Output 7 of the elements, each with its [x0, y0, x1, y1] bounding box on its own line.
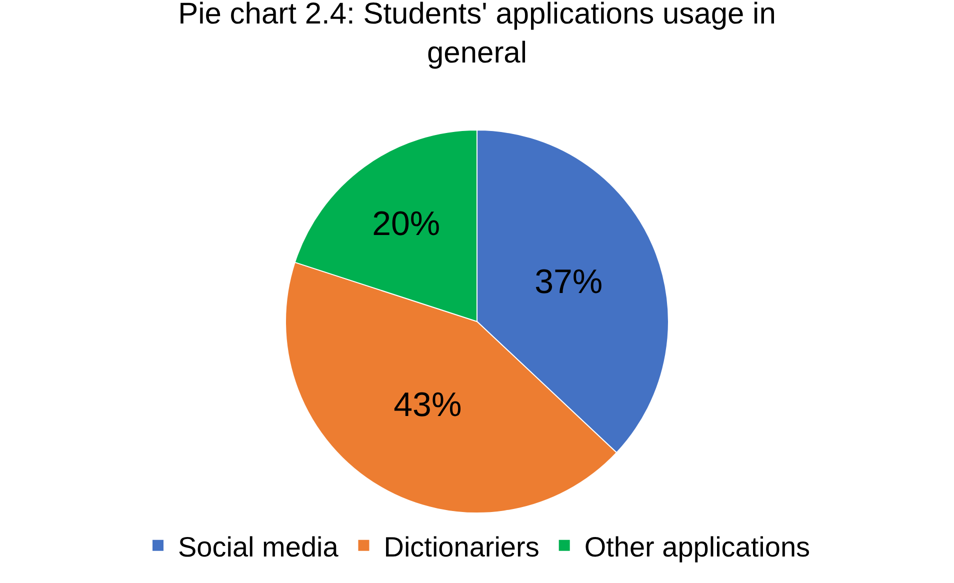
legend-label: Other applications [584, 531, 810, 562]
legend-label: Dictionariers [384, 531, 540, 562]
data-label: 43% [394, 386, 462, 424]
data-label: 37% [534, 262, 603, 301]
legend-label: Social media [178, 531, 339, 562]
data-label: 20% [372, 204, 440, 243]
chart-title: Pie chart 2.4: Students' applications usage in general [178, 0, 776, 70]
